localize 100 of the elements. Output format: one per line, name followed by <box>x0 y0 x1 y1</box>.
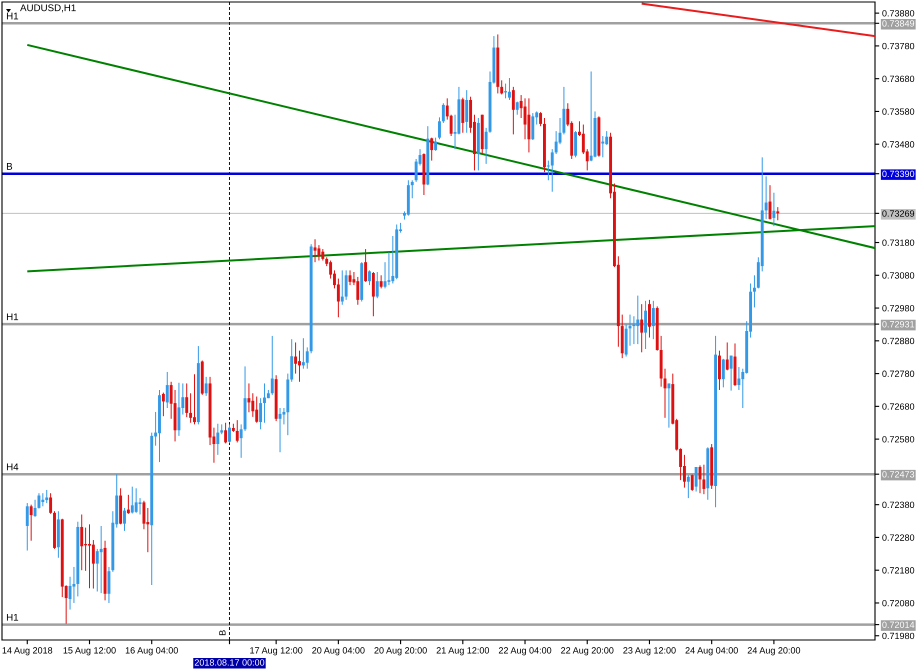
candlestick <box>554 130 558 155</box>
candlestick <box>438 116 441 140</box>
x-tick-label: 20 Aug 04:00 <box>312 647 365 656</box>
candlestick <box>686 474 690 499</box>
y-tick-label: 0.72380 <box>882 502 914 508</box>
candlestick <box>263 382 266 424</box>
x-tick-label: 2018.08.17 00:00 <box>194 659 264 666</box>
ref-line-label: H1 <box>6 614 18 621</box>
y-tick-label: 0.73780 <box>882 42 914 50</box>
candlestick <box>640 304 644 353</box>
y-tick-label: 0.72680 <box>882 403 914 410</box>
candlestick <box>442 102 445 124</box>
ref-line-label: H1 <box>6 12 18 20</box>
candlestick <box>644 300 648 350</box>
ref-line-label: H4 <box>6 464 18 470</box>
x-tick-label: 24 Aug 20:00 <box>748 647 800 656</box>
candlestick <box>484 127 488 164</box>
candlestick <box>387 252 390 286</box>
y-tick-label: 0.72580 <box>882 436 914 442</box>
x-tick-label: 21 Aug 12:00 <box>436 647 490 656</box>
candlestick <box>88 524 91 589</box>
candlestick <box>84 527 88 572</box>
candlestick <box>764 176 768 220</box>
y-tick-label: 0.72980 <box>882 305 914 312</box>
candlestick <box>142 500 146 530</box>
x-tick-label: 22 Aug 20:00 <box>561 647 614 656</box>
candlestick <box>298 350 301 382</box>
y-tick-label: 0.72780 <box>882 370 914 377</box>
candlestick <box>107 566 110 604</box>
candlestick <box>512 86 515 135</box>
x-tick-label: 20 Aug 20:00 <box>374 647 427 656</box>
candlestick <box>531 112 534 140</box>
candlestick <box>228 424 231 444</box>
candlestick <box>737 366 740 390</box>
y-tick-label: 0.73849 <box>882 20 914 27</box>
x-tick-label: 24 Aug 04:00 <box>686 647 738 656</box>
candlestick <box>504 83 508 99</box>
y-tick-label: 0.73880 <box>882 10 914 16</box>
x-tick-label: 15 Aug 12:00 <box>64 647 116 656</box>
y-tick-label: 0.72080 <box>882 600 914 606</box>
candlestick <box>601 136 604 158</box>
candlestick <box>356 276 360 306</box>
candlestick <box>722 358 725 388</box>
y-tick-label: 0.72014 <box>882 622 914 628</box>
x-tick-label: 14 Aug 2018 <box>2 647 52 656</box>
candlestick <box>636 295 640 345</box>
candlestick <box>240 424 243 458</box>
candlestick <box>317 244 320 262</box>
ref-line-label: H1 <box>6 313 18 320</box>
candlestick <box>92 540 95 590</box>
candlestick <box>294 342 298 374</box>
x-tick-label: 16 Aug 04:00 <box>126 647 178 656</box>
candlestick <box>414 158 418 182</box>
candlestick <box>574 130 578 158</box>
candlestick <box>259 398 262 430</box>
candlestick <box>667 382 670 428</box>
y-tick-label: 0.72880 <box>882 338 914 344</box>
candlestick <box>123 507 126 532</box>
y-tick-label: 0.72280 <box>882 534 914 541</box>
candlestick <box>694 466 698 492</box>
candlestick <box>224 422 228 444</box>
candlestick <box>539 112 542 127</box>
y-tick-label: 0.73390 <box>882 170 914 178</box>
y-tick-label: 0.73580 <box>882 108 914 115</box>
candlestick <box>632 316 636 345</box>
candlestick <box>364 248 368 282</box>
candlestick <box>247 382 250 413</box>
candlestick <box>255 396 258 424</box>
y-tick-label: 0.73180 <box>882 239 914 246</box>
y-tick-label: 0.72931 <box>882 321 914 328</box>
candlestick <box>752 274 756 308</box>
candlestick <box>134 488 138 514</box>
candlestick <box>380 274 383 289</box>
candlestick <box>72 566 76 604</box>
candlestick <box>216 423 220 456</box>
candlestick <box>162 392 165 417</box>
y-tick-label: 0.71980 <box>882 632 914 640</box>
candlestick <box>648 299 651 338</box>
candlestick <box>772 192 776 227</box>
candlestick <box>664 368 666 418</box>
x-tick-label: 17 Aug 12:00 <box>250 647 302 656</box>
candlestick <box>138 498 142 515</box>
candlestick <box>698 464 702 494</box>
candlestick <box>384 262 386 289</box>
x-tick-label: 23 Aug 12:00 <box>623 647 676 656</box>
candlestick <box>730 355 733 392</box>
candlestick <box>718 350 721 390</box>
candlestick <box>34 499 37 518</box>
candlestick <box>461 97 464 134</box>
candlestick <box>702 464 706 495</box>
candlestick <box>189 392 192 424</box>
ref-line-label: B <box>6 163 12 170</box>
candlestick <box>68 576 72 610</box>
candlestick <box>628 314 632 346</box>
candlestick <box>126 494 130 514</box>
candlestick <box>204 376 208 396</box>
candlestick <box>314 238 316 263</box>
candlestick <box>368 270 371 286</box>
candlestick <box>768 184 772 220</box>
y-tick-label: 0.73680 <box>882 76 914 82</box>
